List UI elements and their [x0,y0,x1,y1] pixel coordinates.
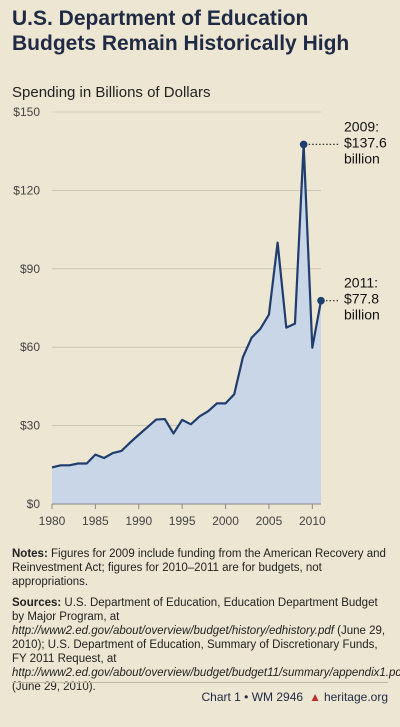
y-tick-label: $150 [13,105,40,119]
y-tick-label: $60 [20,340,40,354]
y-tick-label: $0 [27,497,41,511]
sources: Sources: U.S. Department of Education, E… [12,596,400,694]
sources-link-1[interactable]: http://www2.ed.gov/about/overview/budget… [12,625,334,637]
x-tick-label: 2000 [212,514,239,528]
y-tick-label: $30 [20,419,40,433]
sources-label: Sources: [12,597,62,609]
sources-text-1: U.S. Department of Education, Education … [12,597,378,623]
x-tick-label: 2010 [299,514,326,528]
chart-subtitle: Spending in Billions of Dollars [12,84,211,101]
x-tick-label: 1990 [125,514,152,528]
footer: Chart 1 • WM 2946 ▲ heritage.org [201,690,388,704]
notes: Notes: Figures for 2009 include funding … [12,547,390,589]
data-point-marker [317,296,325,305]
annotation-label: $137.6 [344,134,387,150]
area-fill [52,144,321,504]
x-tick-label: 2005 [256,514,283,528]
annotation-label: 2009: [344,118,379,134]
y-tick-label: $120 [13,183,40,197]
sources-text-2: (June 29, 2010); U.S. Department of Educ… [12,625,386,665]
footer-chart-id: Chart 1 • WM 2946 [201,690,304,704]
series-line [51,143,323,469]
x-tick-label: 1980 [39,514,66,528]
x-tick-label: 1985 [82,514,109,528]
chart-title: U.S. Department of Education Budgets Rem… [12,7,350,55]
data-point-marker [299,140,308,149]
area-chart: $0 $30 $60 $90 $120 $150 1980 1985 1990 1995 2000 2… [13,105,387,528]
annotation-label: billion [344,307,380,323]
sources-text-3: (June 29, 2010). [12,681,96,693]
x-tick-label: 1995 [169,514,196,528]
sources-link-2[interactable]: http://www2.ed.gov/about/overview/budget… [12,667,400,679]
notes-text: Figures for 2009 include funding from th… [12,548,386,588]
footer-divider [12,682,388,683]
annotation-label: billion [344,150,380,166]
y-tick-label: $90 [20,262,40,276]
annotation-label: $77.8 [344,291,379,307]
liberty-bell-icon: ▲ [309,690,321,704]
notes-label: Notes: [12,548,48,560]
footer-site[interactable]: heritage.org [323,690,388,704]
annotation-label: 2011: [344,275,378,291]
